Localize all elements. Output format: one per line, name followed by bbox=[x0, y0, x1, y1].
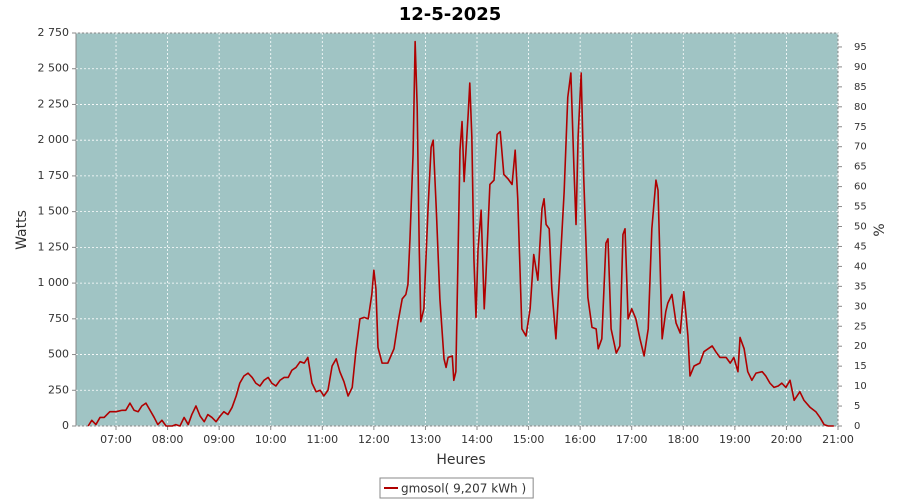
y2-tick-label: 60 bbox=[854, 182, 867, 193]
y-tick-label: 2 250 bbox=[38, 97, 70, 110]
x-axis-title: Heures bbox=[436, 452, 485, 468]
y-tick-label: 250 bbox=[48, 383, 69, 396]
x-tick-label: 18:00 bbox=[667, 433, 699, 446]
y2-tick-label: 95 bbox=[854, 42, 867, 53]
y2-tick-label: 0 bbox=[854, 421, 860, 432]
line bbox=[87, 40, 834, 427]
y-axis-title: Watts bbox=[14, 210, 30, 250]
x-tick-label: 10:00 bbox=[255, 433, 287, 446]
y-tick-label: 1 750 bbox=[38, 169, 70, 182]
y2-tick-label: 75 bbox=[854, 122, 867, 133]
y2-tick-label: 30 bbox=[854, 301, 867, 312]
y2-tick-label: 40 bbox=[854, 261, 867, 272]
y-tick-label: 1 500 bbox=[38, 205, 70, 218]
y2-tick-label: 45 bbox=[854, 241, 867, 252]
legend-box bbox=[379, 477, 534, 499]
y2-tick-label: 70 bbox=[854, 142, 867, 153]
x-tick-label: 14:00 bbox=[461, 433, 493, 446]
y2-tick-label: 25 bbox=[854, 321, 867, 332]
x-tick-label: 15:00 bbox=[513, 433, 545, 446]
y2-tick-label: 35 bbox=[854, 281, 867, 292]
y-tick-label: 2 750 bbox=[38, 26, 70, 39]
x-tick-label: 09:00 bbox=[203, 433, 235, 446]
y-tick-label: 750 bbox=[48, 312, 69, 325]
legend: gmosol( 9,207 kWh ) bbox=[379, 477, 534, 499]
y2-axis-title: % bbox=[872, 223, 888, 236]
y2-tick-label: 15 bbox=[854, 361, 867, 372]
y2-tick-label: 5 bbox=[854, 401, 860, 412]
y2-tick-label: 50 bbox=[854, 222, 867, 233]
x-tick-label: 07:00 bbox=[100, 433, 132, 446]
y2-tick-label: 80 bbox=[854, 102, 867, 113]
legend-label: gmosol( 9,207 kWh ) bbox=[401, 482, 526, 496]
y2-tick-label: 20 bbox=[854, 341, 867, 352]
y-tick-label: 0 bbox=[62, 419, 69, 432]
x-tick-label: 12:00 bbox=[358, 433, 390, 446]
y-tick-label: 1 250 bbox=[38, 240, 70, 253]
y2-tick-label: 55 bbox=[854, 202, 867, 213]
y2-tick-label: 85 bbox=[854, 82, 867, 93]
chart-title: 12-5-2025 bbox=[399, 4, 502, 25]
y-tick-label: 2 000 bbox=[38, 133, 70, 146]
y2-tick-label: 10 bbox=[854, 381, 867, 392]
x-tick-label: 13:00 bbox=[410, 433, 442, 446]
x-tick-label: 16:00 bbox=[564, 433, 596, 446]
x-tick-label: 08:00 bbox=[152, 433, 184, 446]
y2-tick-label: 90 bbox=[854, 62, 867, 73]
x-tick-label: 19:00 bbox=[719, 433, 751, 446]
x-tick-label: 20:00 bbox=[771, 433, 803, 446]
x-tick-label: 21:00 bbox=[822, 433, 854, 446]
x-tick-label: 11:00 bbox=[306, 433, 338, 446]
x-tick-label: 17:00 bbox=[616, 433, 648, 446]
y-tick-label: 2 500 bbox=[38, 62, 70, 75]
y-tick-label: 1 000 bbox=[38, 276, 70, 289]
y-tick-label: 500 bbox=[48, 348, 69, 361]
y2-tick-label: 65 bbox=[854, 162, 867, 173]
plot-area bbox=[75, 32, 839, 427]
